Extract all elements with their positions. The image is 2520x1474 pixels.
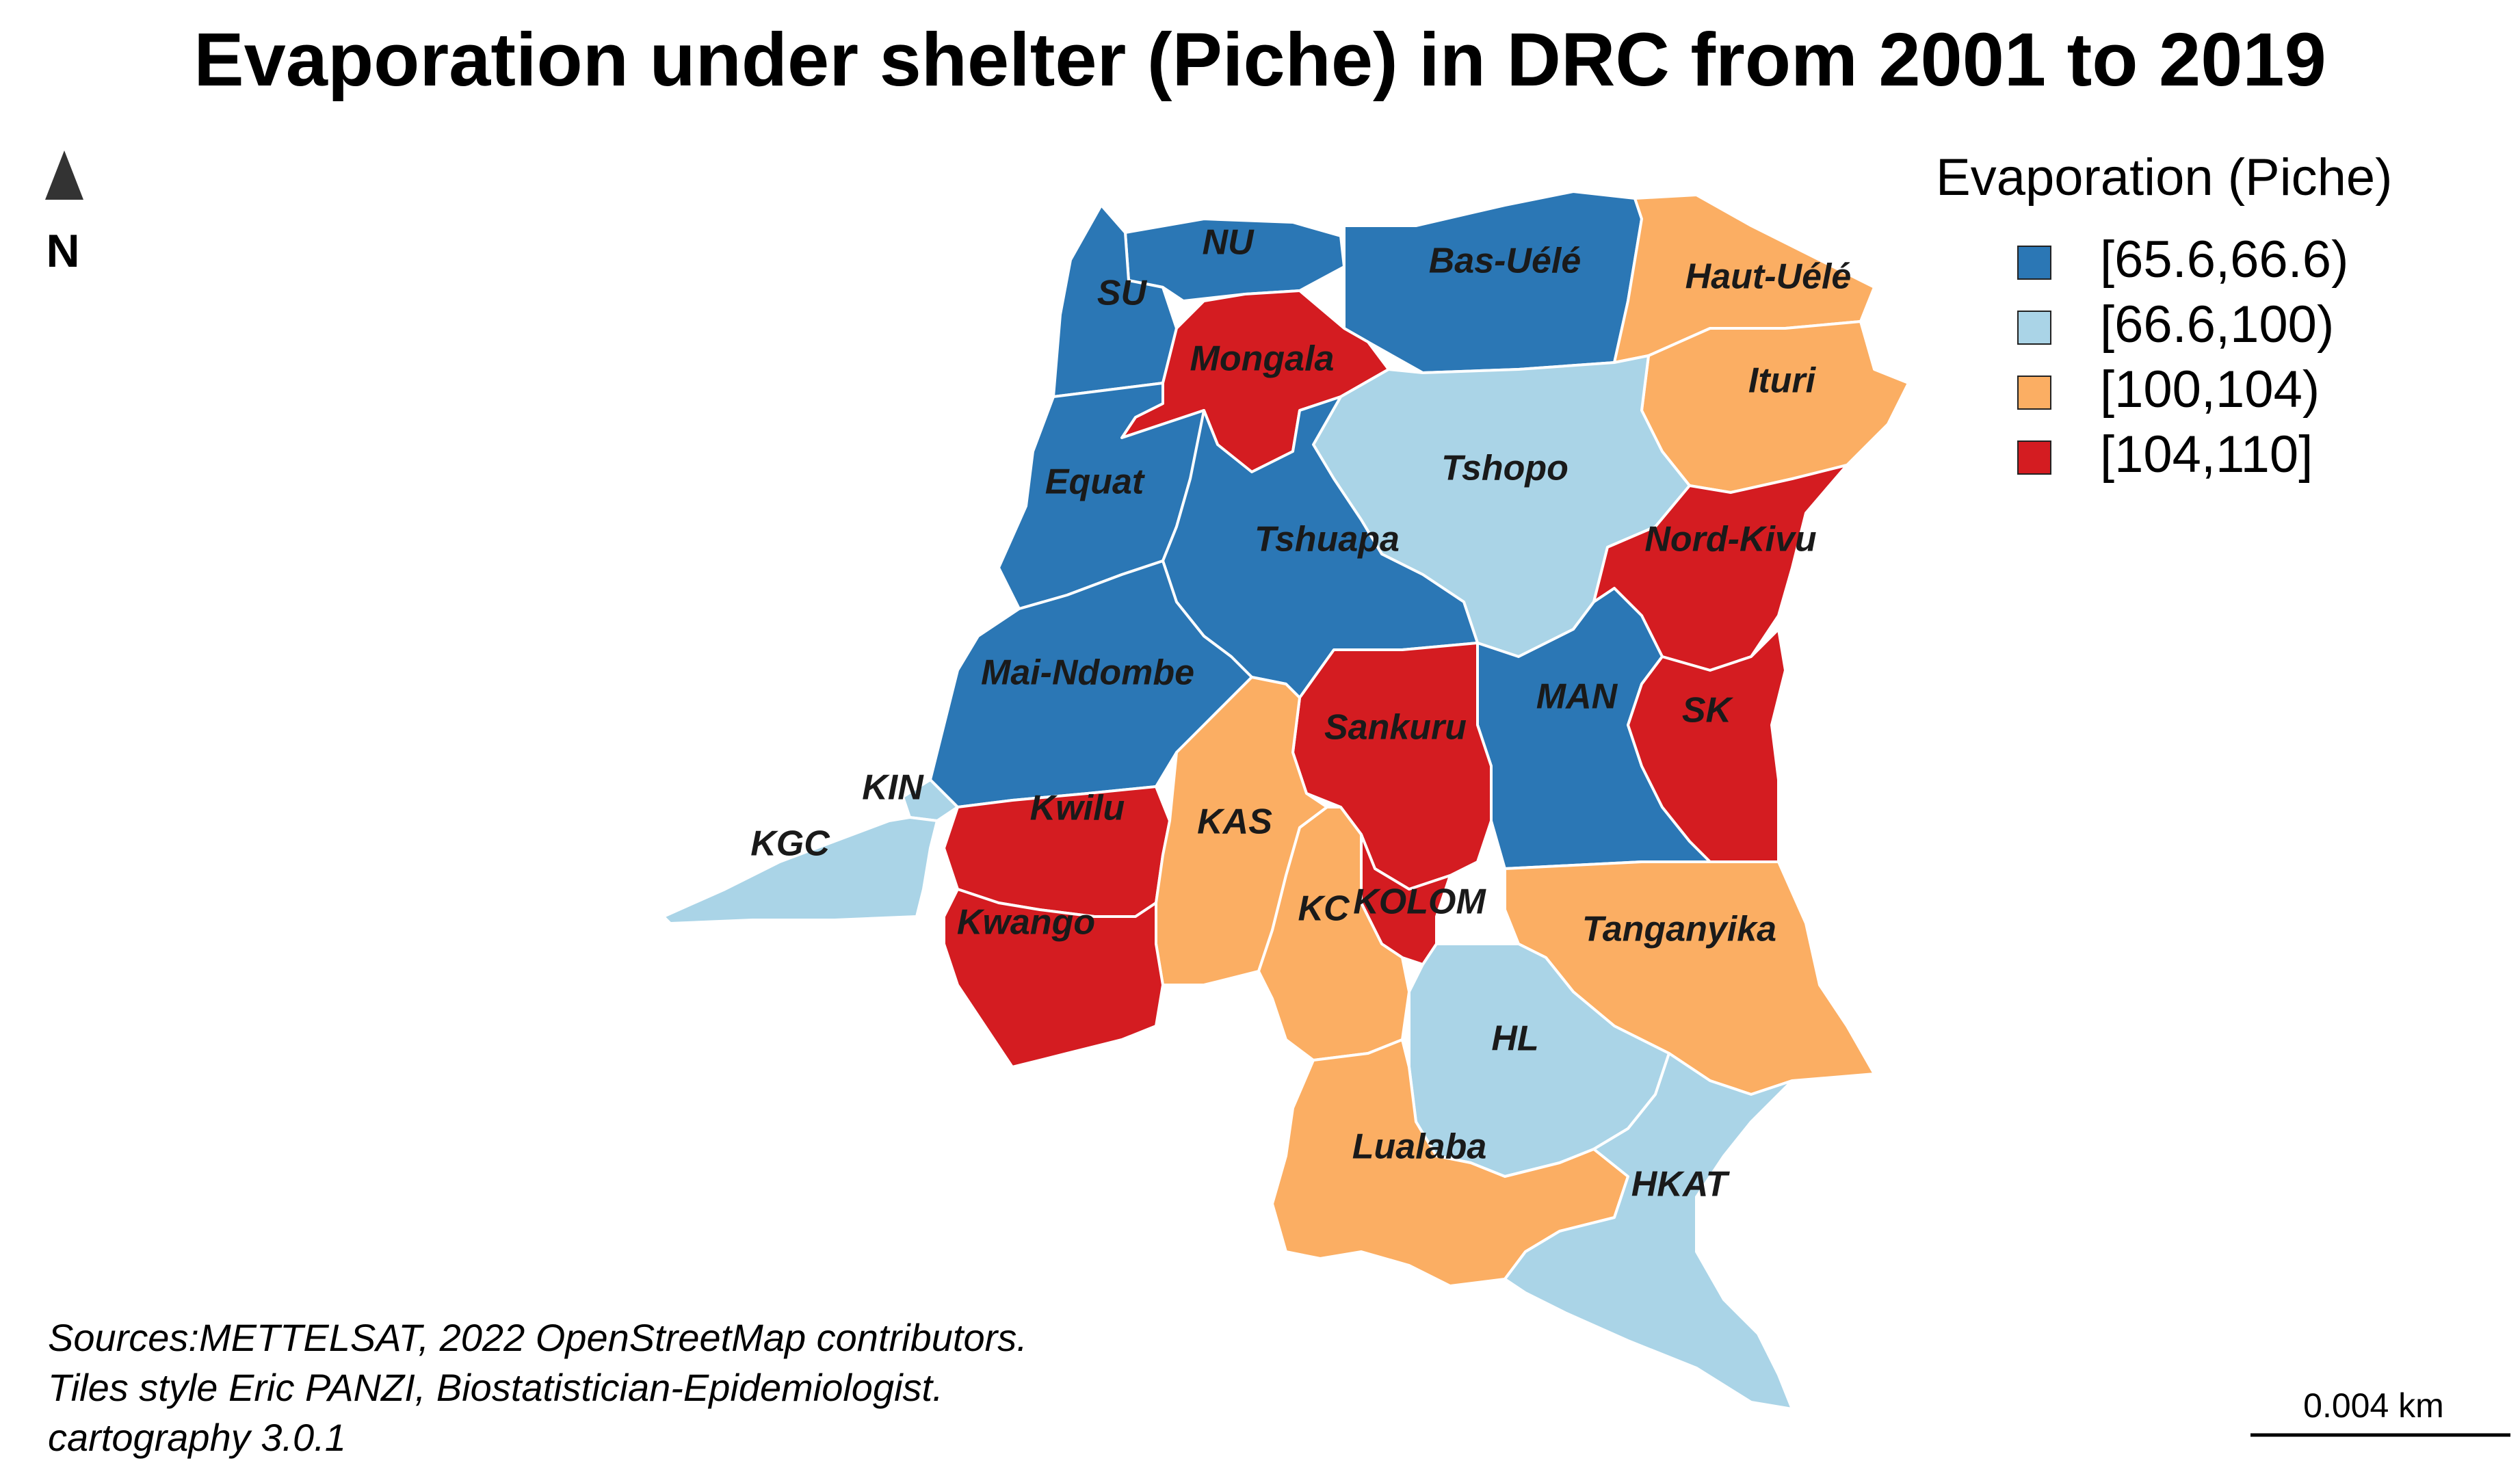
legend-swatch-1 xyxy=(2017,311,2051,345)
label-kolom: KOLOM xyxy=(1353,882,1486,922)
province-label-layer: NU SU Bas-Uélé Haut-Uélé Mongala Ituri E… xyxy=(750,223,1851,1205)
legend-label-2: [100,104) xyxy=(2100,360,2320,419)
label-man: MAN xyxy=(1536,677,1618,717)
label-kgc: KGC xyxy=(750,824,830,864)
label-tshuapa: Tshuapa xyxy=(1255,520,1400,560)
legend: Evaporation (Piche) [65.6,66.6) [66.6,10… xyxy=(1936,148,2392,484)
label-mongala: Mongala xyxy=(1190,339,1335,379)
source-line-3: cartography 3.0.1 xyxy=(48,1416,346,1459)
label-nord-kivu: Nord-Kivu xyxy=(1644,520,1816,560)
legend-swatch-3 xyxy=(2017,440,2051,475)
label-haut-uele: Haut-Uélé xyxy=(1685,257,1852,297)
label-lualaba: Lualaba xyxy=(1352,1127,1487,1167)
label-nu: NU xyxy=(1202,223,1255,263)
legend-label-0: [65.6,66.6) xyxy=(2100,231,2348,289)
label-ituri: Ituri xyxy=(1748,361,1817,401)
label-kc: KC xyxy=(1298,889,1350,929)
province-kongo-central xyxy=(662,816,939,925)
scale-bar: 0.004 km xyxy=(2250,1386,2510,1437)
label-hl: HL xyxy=(1491,1019,1538,1059)
label-kwango: Kwango xyxy=(957,903,1095,943)
legend-label-3: [104,110] xyxy=(2100,425,2313,484)
scale-bar-label: 0.004 km xyxy=(2303,1386,2444,1425)
source-line-2: Tiles style Eric PANZI, Biostatistician-… xyxy=(48,1366,943,1409)
north-arrow-icon xyxy=(45,150,83,200)
province-ituri xyxy=(1640,320,1910,494)
north-label: N xyxy=(46,225,79,277)
label-sankuru: Sankuru xyxy=(1324,708,1467,748)
north-arrow: N xyxy=(45,150,83,277)
legend-title: Evaporation (Piche) xyxy=(1936,148,2392,207)
source-line-1: Sources:METTELSAT, 2022 OpenStreetMap co… xyxy=(48,1316,1027,1359)
map-title: Evaporation under shelter (Piche) in DRC… xyxy=(194,18,2326,102)
label-kas: KAS xyxy=(1197,802,1272,842)
province-kwango xyxy=(943,888,1164,1068)
province-bas-uele xyxy=(1343,190,1643,374)
province-layer xyxy=(662,190,1910,1410)
legend-label-1: [66.6,100) xyxy=(2100,295,2334,354)
legend-swatch-2 xyxy=(2017,376,2051,410)
province-sankuru xyxy=(1291,642,1493,891)
label-bas-uele: Bas-Uélé xyxy=(1429,241,1581,281)
label-equat: Equat xyxy=(1045,462,1146,502)
label-su: SU xyxy=(1097,274,1148,313)
label-kwilu: Kwilu xyxy=(1030,789,1125,828)
label-mai-ndombe: Mai-Ndombe xyxy=(981,653,1194,693)
province-haut-katanga xyxy=(1504,1052,1794,1410)
label-kin: KIN xyxy=(862,768,924,808)
label-tshopo: Tshopo xyxy=(1441,449,1569,488)
label-sk: SK xyxy=(1682,691,1734,731)
sources-note: Sources:METTELSAT, 2022 OpenStreetMap co… xyxy=(48,1316,1027,1459)
label-hkat: HKAT xyxy=(1631,1165,1731,1205)
legend-swatch-0 xyxy=(2017,246,2051,280)
label-tanganyika: Tanganyika xyxy=(1582,910,1776,949)
